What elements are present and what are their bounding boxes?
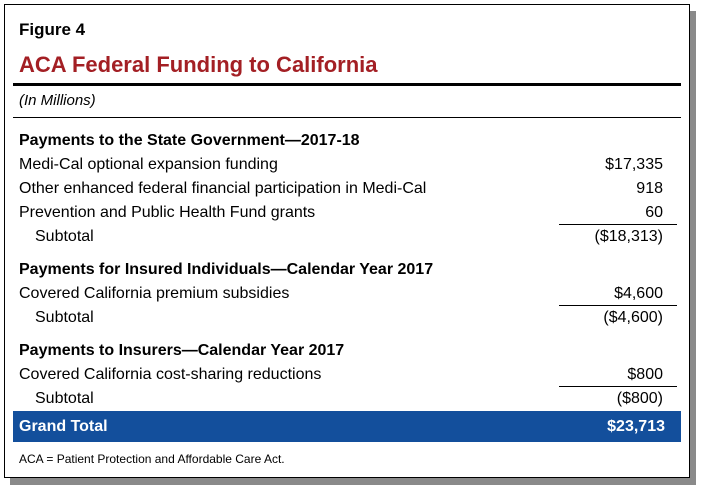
figure-label: Figure 4 [19,20,86,39]
section-heading: Payments to Insurers—Calendar Year 2017 [19,340,667,362]
units-divider [13,117,681,118]
grand-total-bar: Grand Total $23,713 [13,411,681,442]
grand-total-label: Grand Total [19,418,108,435]
row-value: 60 [645,204,663,221]
section-heading-label: Payments to the State Government—2017-18 [19,132,360,149]
subtotal-value: ($800) [616,390,663,407]
table-row: Medi-Cal optional expansion funding $17,… [19,154,667,176]
subtotal-label: Subtotal [35,390,94,407]
subtotal-value: ($18,313) [594,228,664,245]
subtotal-rule [559,386,677,387]
figure-card: Figure 4 ACA Federal Funding to Californ… [4,4,690,478]
figure-title: ACA Federal Funding to California [19,52,378,77]
section-heading: Payments to the State Government—2017-18 [19,130,667,152]
row-label: Medi-Cal optional expansion funding [19,156,278,173]
subtotal-rule [559,224,677,225]
row-label: Covered California cost-sharing reductio… [19,366,322,383]
row-label: Other enhanced federal financial partici… [19,180,427,197]
grand-total-value: $23,713 [607,418,665,435]
section-heading: Payments for Insured Individuals—Calenda… [19,259,667,281]
section-heading-label: Payments to Insurers—Calendar Year 2017 [19,342,345,359]
row-value: $17,335 [605,156,663,173]
table-row: Prevention and Public Health Fund grants… [19,202,667,224]
units-note: (In Millions) [19,92,96,109]
row-value: $4,600 [614,285,663,302]
subtotal-rule [559,305,677,306]
subtotal-row: Subtotal ($800) [19,388,667,410]
table-row: Covered California cost-sharing reductio… [19,364,667,386]
subtotal-row: Subtotal ($18,313) [19,226,667,248]
table-row: Covered California premium subsidies $4,… [19,283,667,305]
table-row: Other enhanced federal financial partici… [19,178,667,200]
row-value: 918 [636,180,663,197]
subtotal-value: ($4,600) [603,309,663,326]
section-heading-label: Payments for Insured Individuals—Calenda… [19,261,434,278]
subtotal-row: Subtotal ($4,600) [19,307,667,329]
subtotal-label: Subtotal [35,309,94,326]
row-label: Prevention and Public Health Fund grants [19,204,316,221]
subtotal-label: Subtotal [35,228,94,245]
footnote: ACA = Patient Protection and Affordable … [19,452,285,466]
row-label: Covered California premium subsidies [19,285,290,302]
row-value: $800 [627,366,663,383]
title-divider [13,83,681,86]
